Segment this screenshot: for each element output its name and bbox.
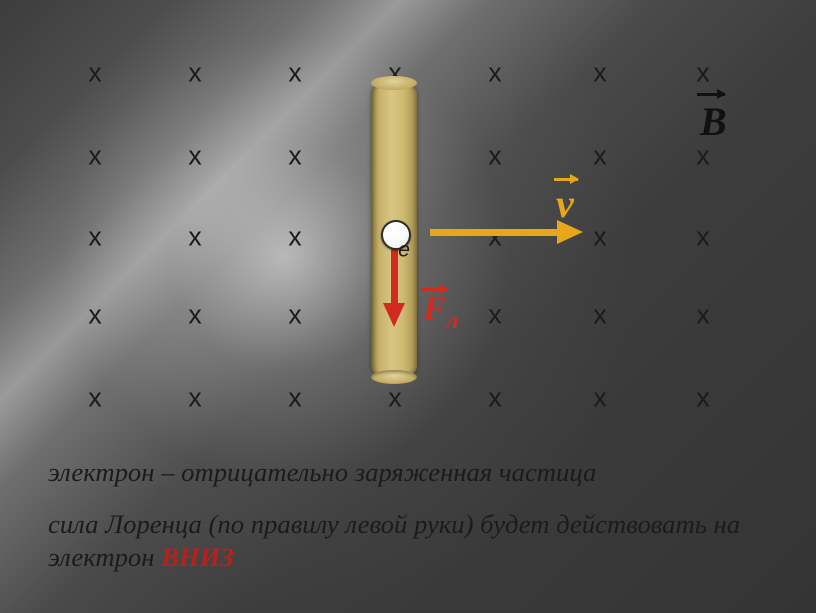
vector-symbol: v <box>556 181 574 226</box>
field-x-mark: x <box>88 58 101 89</box>
field-x-mark: x <box>593 300 606 331</box>
field-x-mark: x <box>696 222 709 253</box>
vector-symbol: Fл <box>423 290 459 328</box>
field-x-mark: x <box>593 383 606 414</box>
field-x-mark: x <box>593 222 606 253</box>
field-x-mark: x <box>288 141 301 172</box>
field-x-mark: x <box>593 141 606 172</box>
field-x-mark: x <box>388 383 401 414</box>
caption-text: сила Лоренца (по правилу левой руки) буд… <box>48 509 740 572</box>
field-x-mark: x <box>593 58 606 89</box>
field-x-mark: x <box>88 141 101 172</box>
vector-over-arrow <box>554 178 578 181</box>
field-x-mark: x <box>188 58 201 89</box>
vector-symbol: B <box>700 99 727 144</box>
field-x-mark: x <box>696 300 709 331</box>
physics-slide: xxxxxxxxxxxxxxxxxxxxxxxxxxxxxxxx e B v F… <box>0 0 816 613</box>
caption-emphasis: ВНИЗ <box>161 542 234 572</box>
field-x-mark: x <box>696 141 709 172</box>
caption-line-1: электрон – отрицательно заряженная части… <box>48 456 596 489</box>
velocity-arrow-shaft <box>430 229 557 236</box>
caption-line-2: сила Лоренца (по правилу левой руки) буд… <box>48 508 768 575</box>
field-x-mark: x <box>88 222 101 253</box>
field-x-mark: x <box>488 383 501 414</box>
field-x-mark: x <box>288 383 301 414</box>
field-x-mark: x <box>288 300 301 331</box>
velocity-vector-label: v <box>556 180 574 227</box>
vector-over-arrow <box>697 93 725 96</box>
field-x-mark: x <box>88 383 101 414</box>
field-x-mark: x <box>488 141 501 172</box>
field-x-mark: x <box>188 300 201 331</box>
field-x-mark: x <box>188 383 201 414</box>
field-x-mark: x <box>88 300 101 331</box>
field-x-mark: x <box>696 58 709 89</box>
field-x-mark: x <box>488 222 501 253</box>
field-x-mark: x <box>188 141 201 172</box>
field-x-mark: x <box>288 58 301 89</box>
vector-over-arrow <box>421 288 447 291</box>
field-x-mark: x <box>488 300 501 331</box>
field-x-mark: x <box>188 222 201 253</box>
field-x-mark: x <box>288 222 301 253</box>
lorentz-force-arrow-head <box>383 303 405 327</box>
lorentz-force-vector-label: Fл <box>423 290 459 335</box>
magnetic-field-vector-label: B <box>700 98 727 145</box>
electron-label: e <box>398 238 410 263</box>
field-x-mark: x <box>696 383 709 414</box>
field-x-mark: x <box>488 58 501 89</box>
